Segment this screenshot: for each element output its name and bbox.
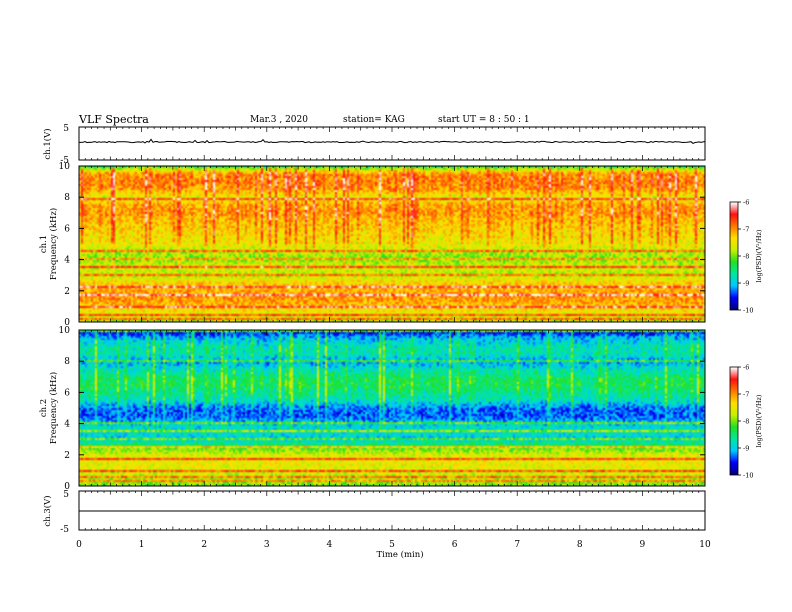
time-tick-label: 6: [452, 540, 458, 550]
freq-tick-label: 10: [59, 326, 71, 336]
ch1-spectrogram-heatmap: [79, 166, 705, 322]
ch1-spec-ylabel-top: ch.1: [39, 235, 49, 253]
colorbar-tick-label: -10: [743, 472, 753, 480]
time-tick-label: 4: [327, 540, 333, 550]
time-tick-label: 5: [389, 540, 395, 550]
ch1-colorbar-label: log(PSD)(V²/Hz): [755, 229, 763, 282]
freq-tick-label: 6: [64, 388, 70, 398]
freq-tick-label: 10: [59, 162, 71, 172]
ch1-colorbar: -6 -7 -8 -9 -10 log(PSD)(V²/Hz): [729, 199, 763, 315]
ch2-spectrogram-heatmap: [79, 330, 705, 486]
freq-tick-label: 4: [64, 256, 70, 266]
ch1-spectrogram-panel: 0 2 4 6 8 10 ch.1 Frequency (kHz): [39, 162, 706, 328]
time-tick-label: 8: [577, 540, 583, 550]
freq-tick-label: 8: [64, 193, 70, 203]
colorbar-tick-label: -8: [743, 253, 749, 261]
ch3-tick-5: 5: [63, 490, 69, 500]
ch2-colorbar-label: log(PSD)(V²/Hz): [755, 394, 763, 447]
time-tick-label: 9: [640, 540, 646, 550]
ch1-waveform-panel: 5 -5 ch.1(V): [42, 124, 706, 166]
colorbar-tick-label: -10: [743, 307, 753, 315]
figure-title: VLF Spectra: [78, 113, 149, 126]
freq-tick-label: 8: [64, 357, 70, 367]
time-tick-label: 3: [264, 540, 270, 550]
ch1-waveform-line: [78, 138, 706, 144]
ch2-freq-ticks: 0 2 4 6 8 10: [59, 326, 705, 492]
colorbar-tick-label: -6: [743, 364, 749, 372]
freq-tick-label: 0: [64, 482, 70, 492]
time-tick-label: 1: [139, 540, 145, 550]
start-time-label: start UT = 8 : 50 : 1: [438, 115, 530, 125]
date-label: Mar.3 , 2020: [250, 115, 308, 125]
ch3-waveform-ylabel: ch.3(V): [42, 495, 53, 526]
time-axis-label: Time (min): [376, 549, 423, 560]
freq-tick-label: 0: [64, 318, 70, 328]
ch1-tick-minus5: -5: [60, 156, 69, 166]
ch1-colorbar-gradient: [730, 202, 738, 310]
time-tick-label: 2: [201, 540, 207, 550]
colorbar-tick-label: -9: [743, 445, 749, 453]
ch3-tick-minus5: -5: [60, 525, 69, 535]
colorbar-tick-label: -6: [743, 199, 749, 207]
colorbar-tick-label: -8: [743, 418, 749, 426]
time-tick-label: 7: [514, 540, 520, 550]
ch1-colorbar-ticks: -6 -7 -8 -9 -10: [738, 199, 753, 315]
ch2-spec-ylabel-top: ch.2: [39, 399, 49, 417]
time-tick-label: 0: [76, 540, 82, 550]
colorbar-tick-label: -7: [743, 226, 749, 234]
ch2-spectrogram-panel: 0 2 4 6 8 10 ch.2 Frequency (kHz): [39, 326, 706, 492]
ch1-waveform-ylabel: ch.1(V): [42, 128, 53, 159]
freq-tick-label: 6: [64, 224, 70, 234]
ch1-tick-5: 5: [63, 124, 69, 134]
station-label: station= KAG: [343, 115, 405, 125]
ch2-colorbar-ticks: -6 -7 -8 -9 -10: [738, 364, 753, 480]
ch1-spec-ylabel: Frequency (kHz): [48, 208, 59, 280]
freq-tick-label: 4: [64, 420, 70, 430]
ch2-colorbar: -6 -7 -8 -9 -10 log(PSD)(V²/Hz): [729, 364, 763, 480]
freq-tick-label: 2: [64, 287, 70, 297]
colorbar-tick-label: -9: [743, 280, 749, 288]
freq-tick-label: 2: [64, 451, 70, 461]
ch2-spec-ylabel: Frequency (kHz): [48, 372, 59, 444]
ch1-waveform-frame: [78, 126, 706, 161]
colorbar-tick-label: -7: [743, 391, 749, 399]
time-tick-label: 10: [699, 540, 711, 550]
time-axis-ticks: 0 1 2 3 4 5 6 7 8 9 10: [76, 127, 711, 550]
ch2-colorbar-gradient: [730, 367, 738, 475]
ch1-freq-ticks: 0 2 4 6 8 10: [59, 162, 705, 328]
